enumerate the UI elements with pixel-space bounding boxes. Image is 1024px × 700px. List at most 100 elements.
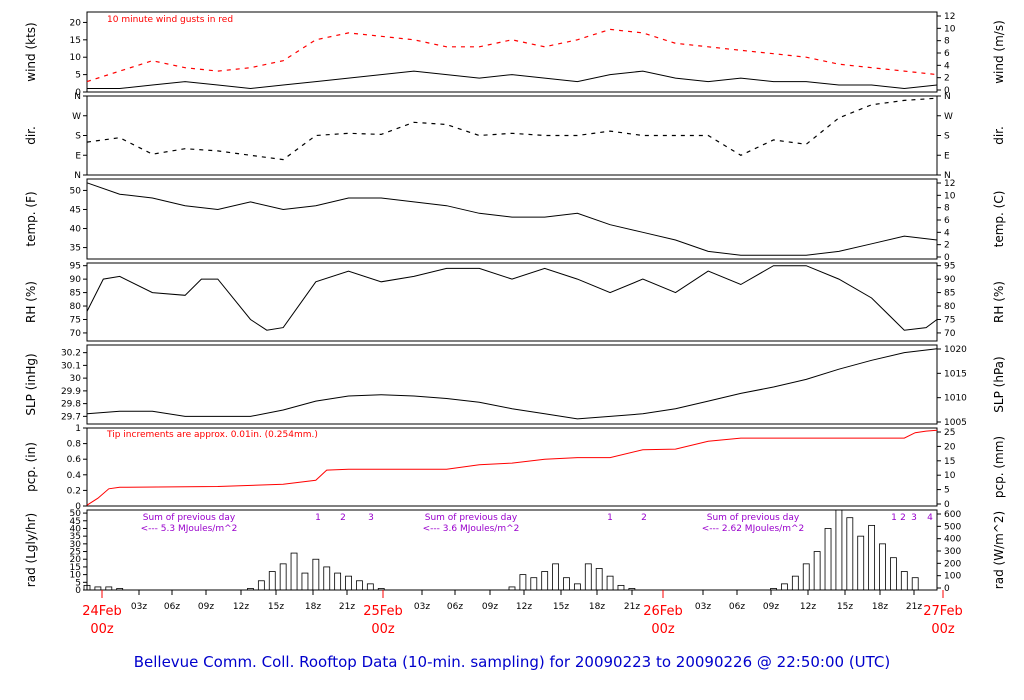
x-tick-label: 21z — [339, 602, 355, 612]
rad-bar — [573, 583, 581, 591]
y-tick-label-right: 0 — [944, 253, 950, 263]
rad-bar — [356, 580, 363, 591]
day-label: 24Feb — [82, 604, 122, 619]
rad-bar — [857, 535, 865, 591]
radiation-sum-value: <--- 2.62 MJoules/m^2 — [702, 524, 804, 534]
radiation-marker: 1 — [891, 513, 897, 523]
y-tick-label-right: 1005 — [944, 418, 967, 428]
x-tick-label: 12z — [800, 602, 816, 612]
time-axis: 03z 06z 09z 12z 15z 18z 21z 03z 06z 09z 12z 15z 18z 2… — [82, 590, 963, 637]
day-time-label: 00z — [90, 622, 114, 637]
y-tick-label-right: 6 — [944, 216, 950, 226]
y-axis-label-right: temp. (C) — [992, 191, 1006, 248]
y-tick-label: 30.1 — [61, 361, 81, 371]
y-tick-label: 15 — [70, 563, 81, 573]
y-axis-label: RH (%) — [24, 281, 38, 323]
y-tick-label-right: 600 — [944, 510, 961, 520]
y-tick-label-right: 90 — [944, 275, 956, 285]
y-tick-label: 80 — [70, 302, 82, 312]
y-tick-label-right: 0 — [944, 500, 950, 510]
rad-bar — [530, 577, 538, 591]
y-axis-label-right: wind (m/s) — [992, 20, 1006, 84]
y-tick-label-right: 12 — [944, 179, 955, 189]
y-axis-label: pcp. (in) — [24, 442, 38, 492]
x-tick-label: 12z — [516, 602, 532, 612]
radiation-sum-value: <--- 3.6 MJoules/m^2 — [423, 524, 520, 534]
x-tick-label: 06z — [447, 602, 463, 612]
y-axis-label-right: rad (W/m^2) — [992, 511, 1006, 589]
rad-bar — [279, 563, 287, 591]
y-tick-label-right: N — [944, 171, 951, 181]
rad-bar — [911, 577, 919, 591]
y-tick-label: 30 — [70, 374, 82, 384]
y-tick-label-right: 15 — [944, 457, 955, 467]
y-axis-label: temp. (F) — [24, 191, 38, 246]
radiation-marker: 4 — [927, 513, 933, 523]
y-axis-label-right: SLP (hPa) — [992, 356, 1006, 412]
y-tick-label-right: 300 — [944, 547, 961, 557]
y-tick-label: 5 — [75, 578, 81, 588]
y-tick-label: 29.7 — [61, 412, 81, 422]
radiation-marker: 2 — [900, 513, 906, 523]
rad-bar — [890, 557, 897, 591]
tip-note: Tip increments are approx. 0.01in. (0.25… — [106, 430, 318, 440]
panel-frame — [86, 427, 938, 507]
day-label: 26Feb — [643, 604, 683, 619]
panel-rad: 051015202530354045500100200300400500600r… — [24, 509, 1006, 596]
rad-bar — [628, 588, 636, 591]
y-tick-label-right: 75 — [944, 315, 955, 325]
y-tick-label: 5 — [75, 71, 81, 81]
day-label: 25Feb — [363, 604, 403, 619]
series-dir-dashed — [86, 97, 938, 161]
panel-frame — [86, 95, 938, 176]
rad-bar — [519, 574, 527, 591]
x-tick-label: 18z — [305, 602, 321, 612]
y-tick-label: 90 — [70, 275, 82, 285]
y-tick-label-right: 8 — [944, 204, 950, 214]
y-tick-label: 95 — [70, 262, 81, 272]
y-tick-label: N — [74, 92, 81, 102]
y-tick-label-right: 200 — [944, 559, 961, 569]
series-wind — [87, 70, 938, 90]
y-tick-label: 75 — [70, 315, 81, 325]
rad-bar — [835, 509, 843, 591]
rad-bar — [366, 583, 374, 591]
y-axis-label: wind (kts) — [24, 22, 38, 81]
x-tick-label: 21z — [906, 602, 922, 612]
y-tick-label: 0.6 — [67, 455, 82, 465]
y-tick-label: 50 — [70, 186, 82, 196]
y-tick-label-right: 2 — [944, 241, 950, 251]
rad-bar — [312, 558, 320, 591]
panel-slp: 29.7 29.8 29.9 30 30.1 30.2 1005 1010 1015 1020 SL… — [24, 344, 1006, 428]
panel-wind: 0 5 10 15 20 0 2 4 6 8 10 12 wind (kts) wind (m/s) 10 … — [24, 11, 1006, 98]
rad-bar — [781, 583, 788, 591]
y-tick-label: W — [72, 112, 81, 122]
y-axis-label: dir. — [24, 126, 38, 145]
rad-bar — [813, 551, 821, 591]
panel-rh: 70 75 80 85 90 95 70 75 80 85 90 95 RH (%) RH (%) — [24, 262, 1006, 342]
y-tick-label-right: 70 — [944, 329, 956, 339]
panel-frame — [86, 11, 938, 93]
y-tick-label-right: 12 — [944, 12, 955, 22]
x-tick-label: 18z — [589, 602, 605, 612]
rad-bar — [552, 563, 559, 591]
y-tick-label-right: 95 — [944, 262, 955, 272]
y-tick-label: 10 — [70, 53, 82, 63]
y-tick-label-right: 100 — [944, 572, 961, 582]
y-tick-label-right: 6 — [944, 49, 950, 59]
y-tick-label-right: 85 — [944, 289, 955, 299]
rad-bar — [563, 577, 570, 591]
x-tick-label: 09z — [482, 602, 498, 612]
panel-frame — [86, 178, 938, 260]
rad-bar — [257, 580, 265, 591]
y-tick-label: 40 — [70, 225, 82, 235]
rad-bar — [290, 552, 298, 591]
radiation-sum-label: Sum of previous day — [425, 513, 518, 523]
y-axis-label-right: dir. — [992, 126, 1006, 145]
series-rh — [86, 265, 938, 331]
x-tick-label: 03z — [131, 602, 147, 612]
y-tick-label: S — [75, 132, 81, 142]
y-tick-label-right: 10 — [944, 24, 956, 34]
y-tick-label: 70 — [70, 329, 82, 339]
